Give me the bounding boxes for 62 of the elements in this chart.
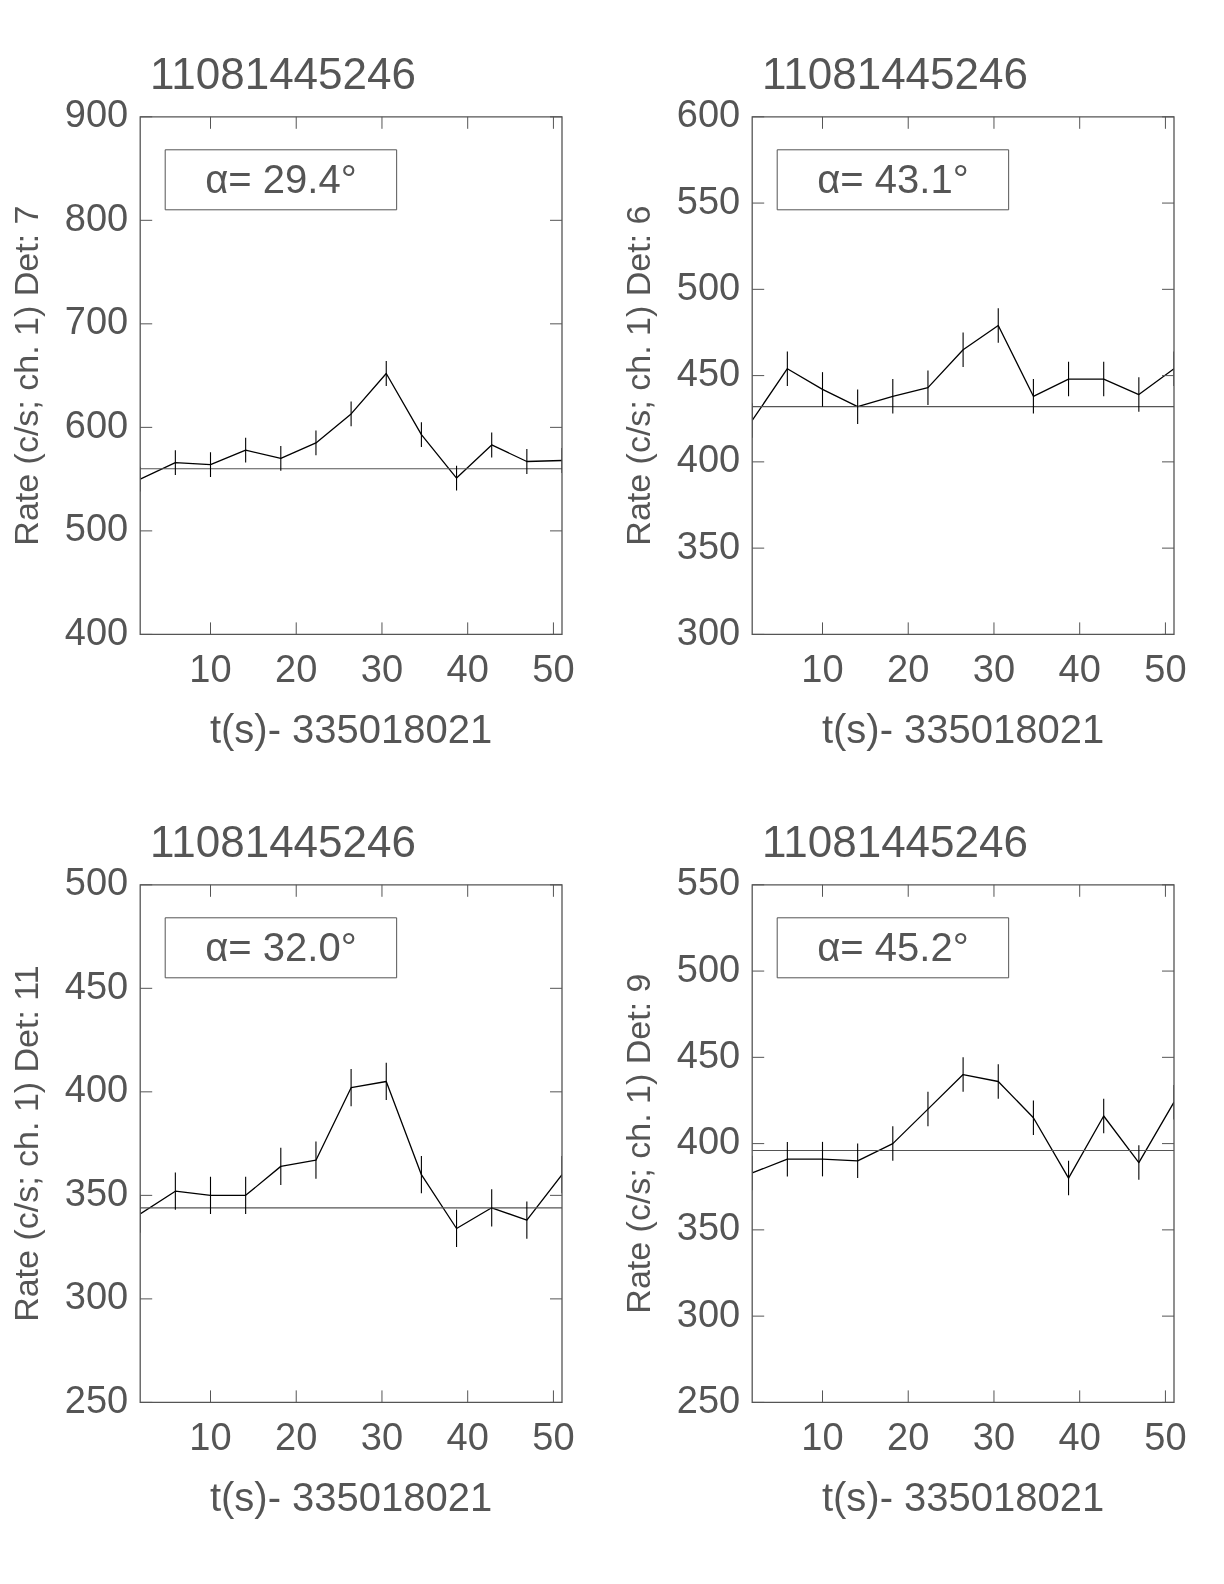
y-tick-label: 800 — [64, 196, 129, 239]
x-tick-label: 40 — [1058, 1415, 1101, 1458]
x-tick-label: 20 — [275, 647, 318, 690]
x-axis-title: t(s)- 335018021 — [209, 707, 493, 752]
chart-title: 11081445246 — [150, 48, 416, 98]
y-tick-label: 400 — [676, 1120, 741, 1163]
annotation: α= 29.4° — [205, 156, 357, 201]
y-tick-label: 700 — [64, 300, 129, 343]
y-tick-label: 350 — [676, 1206, 741, 1249]
x-axis-title: t(s)- 335018021 — [821, 707, 1105, 752]
x-tick-label: 30 — [360, 1415, 404, 1458]
y-tick-label: 500 — [676, 947, 741, 990]
x-tick-label: 10 — [189, 1415, 232, 1458]
y-tick-label: 500 — [676, 265, 741, 308]
x-tick-label: 40 — [1058, 647, 1101, 690]
x-tick-label: 30 — [972, 647, 1016, 690]
x-tick-label: 50 — [532, 647, 575, 690]
y-tick-label: 600 — [64, 403, 129, 446]
y-tick-label: 500 — [64, 507, 129, 550]
x-tick-label: 50 — [1144, 1415, 1187, 1458]
x-tick-label: 40 — [446, 647, 489, 690]
annotation: α= 43.1° — [817, 156, 969, 201]
x-tick-label: 50 — [532, 1415, 575, 1458]
annotation: α= 45.2° — [817, 924, 969, 969]
x-tick-label: 20 — [275, 1415, 318, 1458]
y-tick-label: 350 — [64, 1171, 129, 1214]
y-tick-label: 550 — [676, 179, 741, 222]
y-axis-title: Rate (c/s; ch. 1) Det: 9 — [618, 973, 657, 1314]
y-tick-label: 400 — [676, 438, 741, 481]
x-tick-label: 30 — [972, 1415, 1016, 1458]
annotation: α= 32.0° — [205, 924, 357, 969]
y-tick-label: 350 — [676, 524, 741, 567]
y-tick-label: 450 — [676, 352, 741, 395]
y-tick-label: 250 — [64, 1378, 129, 1421]
chart-title: 11081445246 — [762, 48, 1028, 98]
y-axis-title: Rate (c/s; ch. 1) Det: 6 — [618, 205, 657, 546]
y-tick-label: 400 — [64, 1068, 129, 1111]
x-tick-label: 40 — [446, 1415, 489, 1458]
y-tick-label: 250 — [676, 1378, 741, 1421]
y-tick-label: 450 — [64, 964, 129, 1007]
y-tick-label: 500 — [64, 861, 129, 904]
x-tick-label: 30 — [360, 647, 404, 690]
chart-title: 11081445246 — [150, 816, 416, 866]
x-tick-label: 10 — [801, 647, 844, 690]
x-tick-label: 20 — [887, 647, 930, 690]
x-tick-label: 20 — [887, 1415, 930, 1458]
y-tick-label: 600 — [676, 93, 741, 136]
x-axis-title: t(s)- 335018021 — [209, 1475, 493, 1520]
y-tick-label: 900 — [64, 93, 129, 136]
y-tick-label: 450 — [676, 1033, 741, 1076]
x-tick-label: 10 — [801, 1415, 844, 1458]
y-tick-label: 300 — [676, 610, 741, 653]
x-tick-label: 50 — [1144, 647, 1187, 690]
y-axis-title: Rate (c/s; ch. 1) Det: 7 — [6, 205, 45, 546]
x-axis-title: t(s)- 335018021 — [821, 1475, 1105, 1520]
chart-title: 11081445246 — [762, 816, 1028, 866]
x-tick-label: 10 — [189, 647, 232, 690]
y-tick-label: 400 — [64, 610, 129, 653]
y-tick-label: 550 — [676, 861, 741, 904]
y-tick-label: 300 — [64, 1275, 129, 1318]
y-tick-label: 300 — [676, 1292, 741, 1335]
y-axis-title: Rate (c/s; ch. 1) Det: 11 — [6, 965, 45, 1322]
